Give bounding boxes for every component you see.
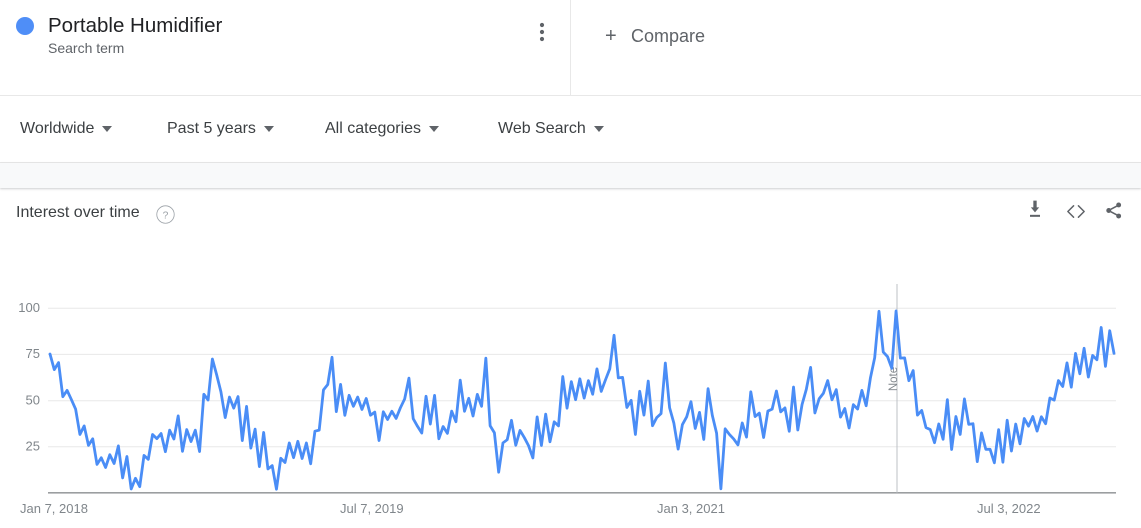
svg-text:Jul 3, 2022: Jul 3, 2022 xyxy=(977,501,1041,516)
svg-text:Jul 7, 2019: Jul 7, 2019 xyxy=(340,501,404,516)
svg-text:Jan 7, 2018: Jan 7, 2018 xyxy=(20,501,88,516)
svg-text:75: 75 xyxy=(26,346,40,361)
svg-text:?: ? xyxy=(163,210,169,221)
svg-text:50: 50 xyxy=(26,393,40,408)
svg-text:Note: Note xyxy=(888,367,900,391)
svg-text:Jan 3, 2021: Jan 3, 2021 xyxy=(657,501,725,516)
svg-text:25: 25 xyxy=(26,439,40,454)
svg-text:100: 100 xyxy=(18,300,40,315)
